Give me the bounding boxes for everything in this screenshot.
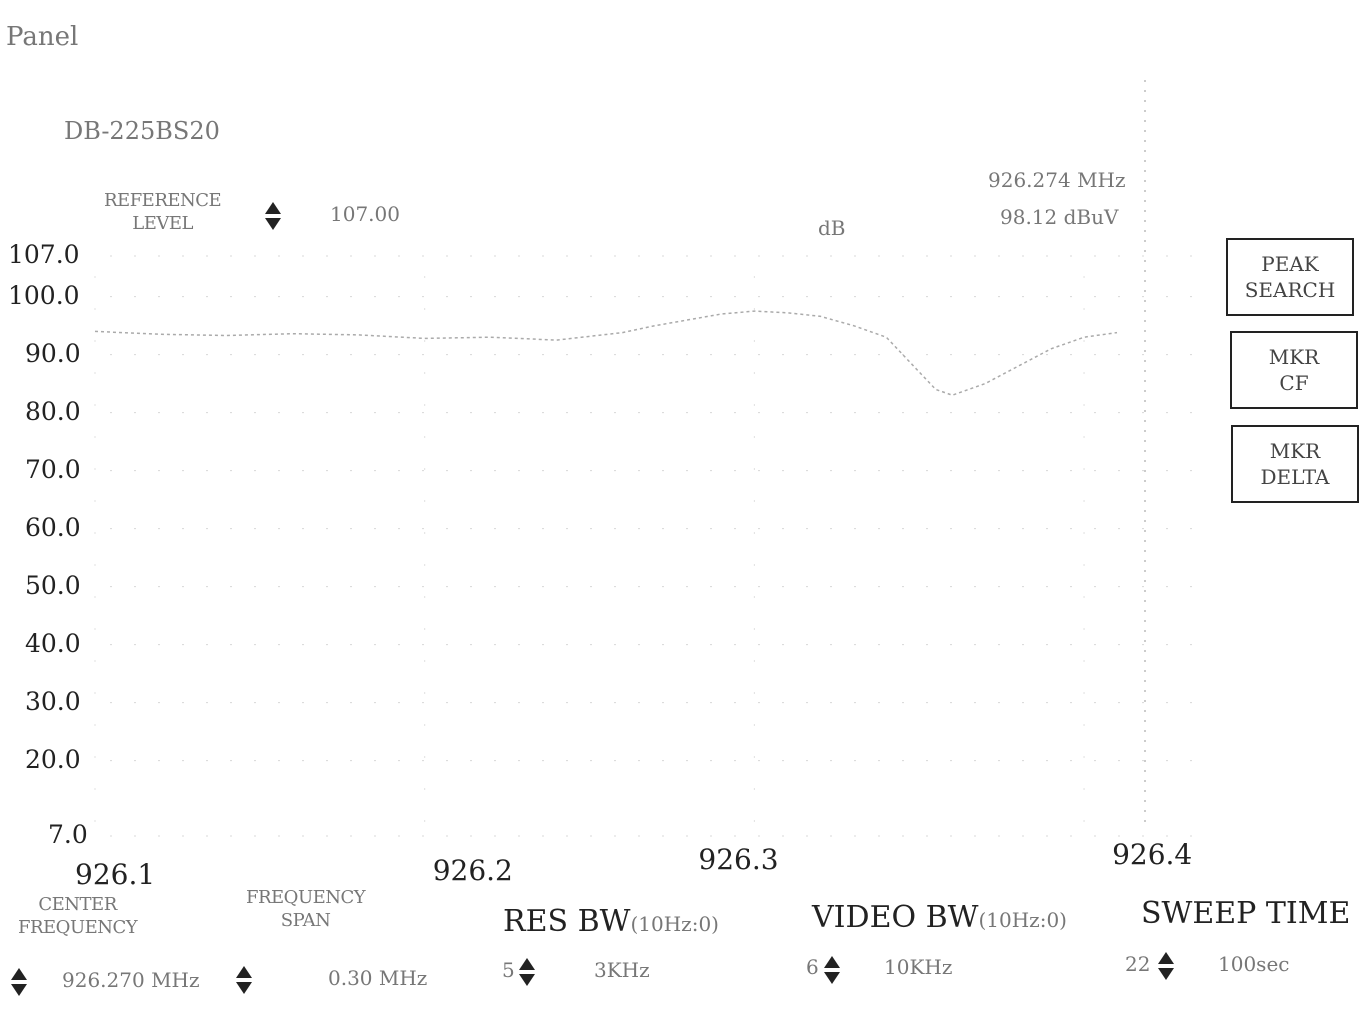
reference-level-spinner[interactable]: [262, 196, 284, 236]
y-tick-label: 40.0: [25, 628, 81, 658]
frequency-span-line1: FREQUENCY: [246, 887, 366, 908]
marker-level-readout: 98.12 dBuV: [1000, 205, 1119, 229]
frequency-span-value[interactable]: 0.30 MHz: [328, 966, 428, 990]
y-tick-label: 90.0: [25, 338, 81, 368]
x-tick-label: 926.1: [75, 858, 156, 891]
mkr-cf-line2: CF: [1279, 371, 1309, 395]
x-tick-label: 926.2: [432, 854, 513, 887]
arrow-down-icon[interactable]: [824, 972, 840, 984]
y-tick-label: 60.0: [25, 512, 81, 542]
y-tick-label: 7.0: [48, 820, 88, 849]
arrow-up-icon[interactable]: [236, 966, 252, 978]
res-bw-label: RES BW(10Hz:0): [503, 904, 719, 939]
window-title: Panel: [6, 22, 78, 52]
x-tick-label: 926.3: [698, 843, 779, 876]
center-frequency-spinner[interactable]: [8, 962, 30, 1002]
center-frequency-value[interactable]: 926.270 MHz: [62, 968, 200, 992]
y-tick-label: 30.0: [25, 686, 81, 716]
res-bw-label-text: RES BW: [503, 904, 631, 939]
y-tick-label: 80.0: [25, 396, 81, 426]
frequency-span-line2: SPAN: [280, 910, 331, 932]
sweep-time-label: SWEEP TIME: [1141, 896, 1351, 931]
mkr-delta-line2: DELTA: [1260, 465, 1330, 489]
center-frequency-line2: FREQUENCY: [18, 917, 138, 939]
peak-search-line1: PEAK: [1261, 252, 1319, 276]
video-bw-label-sub: (10Hz:0): [978, 908, 1067, 932]
y-tick-label: 50.0: [25, 570, 81, 600]
mkr-delta-button[interactable]: MKR DELTA: [1231, 425, 1359, 503]
peak-search-button[interactable]: PEAK SEARCH: [1226, 238, 1354, 316]
center-frequency-line1: CENTER: [38, 894, 117, 915]
frequency-span-label: FREQUENCY SPAN: [246, 886, 366, 933]
res-bw-index: 5: [502, 958, 515, 982]
video-bw-label-text: VIDEO BW: [812, 900, 979, 935]
sweep-time-spinner[interactable]: [1155, 946, 1177, 986]
video-bw-label: VIDEO BW(10Hz:0): [812, 900, 1067, 935]
arrow-down-icon[interactable]: [519, 974, 535, 986]
plot-grid: [94, 255, 1200, 837]
arrow-up-icon[interactable]: [265, 202, 281, 214]
center-frequency-label: CENTER FREQUENCY: [18, 893, 138, 940]
spectrum-trace: [94, 310, 1118, 396]
sweep-time-index: 22: [1125, 952, 1151, 976]
arrow-down-icon[interactable]: [265, 218, 281, 230]
mkr-cf-line1: MKR: [1268, 345, 1320, 369]
arrow-down-icon[interactable]: [11, 984, 27, 996]
y-tick-label: 70.0: [25, 454, 81, 484]
x-tick-label: 926.4: [1112, 838, 1193, 871]
y-tick-label: 107.0: [8, 240, 80, 269]
title-text: Panel: [6, 22, 79, 52]
reference-level-label-line1: REFERENCE: [104, 190, 222, 211]
mkr-delta-line1: MKR: [1269, 439, 1321, 463]
frequency-span-spinner[interactable]: [233, 960, 255, 1000]
marker-frequency-readout: 926.274 MHz: [988, 168, 1126, 192]
video-bw-value[interactable]: 10KHz: [884, 955, 953, 979]
reference-level-value[interactable]: 107.00: [330, 202, 400, 226]
arrow-up-icon[interactable]: [11, 968, 27, 980]
video-bw-spinner[interactable]: [821, 950, 843, 990]
sweep-time-value[interactable]: 100sec: [1218, 952, 1290, 976]
arrow-up-icon[interactable]: [1158, 952, 1174, 964]
y-tick-label: 20.0: [25, 744, 81, 774]
y-tick-label: 100.0: [8, 280, 80, 310]
mkr-cf-button[interactable]: MKR CF: [1230, 331, 1358, 409]
reference-level-label: REFERENCE LEVEL: [104, 190, 222, 235]
peak-search-line2: SEARCH: [1244, 278, 1336, 302]
res-bw-value[interactable]: 3KHz: [594, 958, 650, 982]
video-bw-index: 6: [806, 955, 819, 979]
arrow-down-icon[interactable]: [1158, 968, 1174, 980]
res-bw-spinner[interactable]: [516, 952, 538, 992]
device-model: DB-225BS20: [64, 117, 220, 145]
arrow-up-icon[interactable]: [824, 956, 840, 968]
arrow-down-icon[interactable]: [236, 982, 252, 994]
reference-level-unit: dB: [818, 216, 846, 240]
arrow-up-icon[interactable]: [519, 958, 535, 970]
reference-level-label-line2: LEVEL: [132, 212, 193, 234]
res-bw-label-sub: (10Hz:0): [630, 912, 719, 936]
